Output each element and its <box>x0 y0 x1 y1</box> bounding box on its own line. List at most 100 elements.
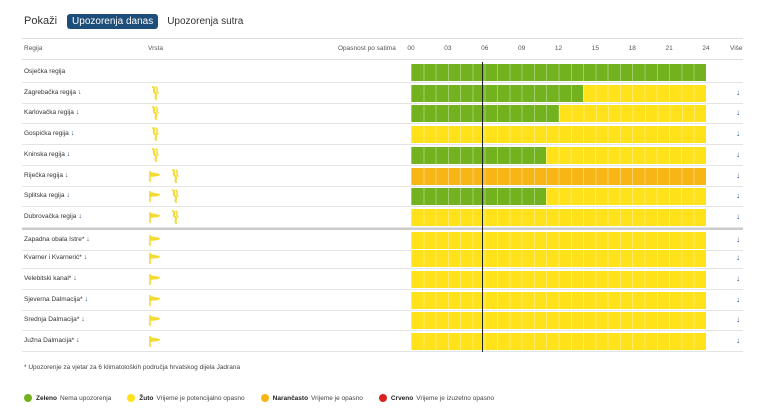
legend-item-orange: Narančasto Vrijeme je opasno <box>260 394 363 402</box>
warning-type-icons <box>148 313 162 327</box>
region-name[interactable]: Dubrovačka regija <box>24 213 82 220</box>
toolbar: Pokaži Upozorenja danas Upozorenja sutra <box>24 12 252 30</box>
expand-arrow-icon[interactable]: ↓ <box>736 234 740 244</box>
expand-arrow-icon[interactable]: ↓ <box>736 211 740 221</box>
header-type: Vrsta <box>148 45 163 52</box>
warning-type-icons <box>148 293 162 307</box>
wind-icon <box>148 169 162 183</box>
table-row: Osječka regija <box>22 62 743 83</box>
show-label: Pokaži <box>24 15 58 27</box>
orange-dot-icon <box>260 394 269 402</box>
table-header: Regija Vrsta Opasnost po satima 00 03 06… <box>22 38 743 60</box>
expand-arrow-icon[interactable]: ↓ <box>736 87 740 97</box>
region-name[interactable]: Splitska regija <box>24 192 70 199</box>
danger-segment-yellow <box>411 126 706 144</box>
hour-label: 06 <box>481 45 489 52</box>
expand-arrow-icon[interactable]: ↓ <box>736 274 740 283</box>
warning-type-icons <box>148 85 162 100</box>
danger-segment-yellow <box>411 333 706 351</box>
warning-type-icons <box>148 189 182 204</box>
legend-item-yellow: Žuto Vrijeme je potencijalno opasno <box>127 394 245 402</box>
hour-label: 15 <box>591 45 599 52</box>
table-row: Riječka regija ↓ <box>22 166 743 187</box>
header-region: Regija <box>24 45 43 52</box>
danger-segment-yellow <box>558 105 706 123</box>
red-dot-icon <box>378 394 387 402</box>
hourly-danger-bar <box>411 146 706 164</box>
region-name[interactable]: Riječka regija <box>24 172 68 179</box>
wind-icon <box>148 210 162 224</box>
expand-arrow-icon[interactable]: ↓ <box>736 336 740 346</box>
hourly-danger-bar <box>411 126 706 144</box>
expand-arrow-icon[interactable]: ↓ <box>736 149 740 159</box>
region-name[interactable]: Gospićka regija <box>24 130 74 137</box>
tab-today[interactable]: Upozorenja danas <box>67 13 159 29</box>
warning-type-icons <box>148 334 162 348</box>
region-name[interactable]: Zagrebačka regija <box>24 89 81 96</box>
header-danger-by-hour: Opasnost po satima <box>338 45 396 52</box>
hourly-danger-bar <box>411 64 706 81</box>
hourly-danger-bar <box>411 271 706 288</box>
danger-segment-yellow <box>411 208 706 226</box>
heat-icon <box>148 85 162 100</box>
table-row: Zagrebačka regija ↓ <box>22 83 743 104</box>
hourly-danger-bar <box>411 188 706 206</box>
legend-text: Vrijeme je potencijalno opasno <box>156 394 245 402</box>
footnote: * Upozorenje za vjetar za 6 klimatološki… <box>24 364 241 371</box>
table-row: Splitska regija ↓ <box>22 186 743 208</box>
danger-segment-yellow <box>546 188 706 206</box>
region-name[interactable]: Srednja Dalmacija* <box>24 316 85 323</box>
region-name[interactable]: Kvarner i Kvarnerić* <box>24 254 87 261</box>
danger-segment-yellow <box>411 250 706 268</box>
hour-label: 24 <box>702 45 710 52</box>
region-name[interactable]: Velebitski kanal* <box>24 275 77 282</box>
expand-arrow-icon[interactable]: ↓ <box>736 315 740 325</box>
danger-segment-yellow <box>411 271 706 288</box>
expand-arrow-icon[interactable]: ↓ <box>736 108 740 118</box>
region-name[interactable]: Zapadna obala Istre* <box>24 236 90 243</box>
warning-type-icons <box>148 168 182 183</box>
legend-item-red: Crveno Vrijeme je izuzetno opasno <box>378 394 494 402</box>
table-row: Južna Dalmacija* ↓ <box>22 331 743 353</box>
table-row: Gospićka regija ↓ <box>22 124 743 146</box>
danger-segment-green <box>411 188 547 206</box>
wind-icon <box>148 272 162 286</box>
region-name[interactable]: Sjeverna Dalmacija* <box>24 296 88 303</box>
expand-arrow-icon[interactable]: ↓ <box>736 129 740 139</box>
region-name[interactable]: Karlovačka regija <box>24 109 79 116</box>
hourly-danger-bar <box>411 105 706 123</box>
warning-type-icons <box>148 106 162 121</box>
wind-icon <box>148 334 162 348</box>
table-row: Zapadna obala Istre* ↓ <box>22 227 743 251</box>
expand-arrow-icon[interactable]: ↓ <box>736 170 740 180</box>
danger-segment-green <box>411 146 547 164</box>
table-row: Sjeverna Dalmacija* ↓ <box>22 290 743 311</box>
region-name[interactable]: Kninska regija <box>24 151 70 158</box>
wind-icon <box>148 233 162 247</box>
hourly-danger-bar <box>411 250 706 268</box>
hourly-danger-bar <box>411 333 706 351</box>
danger-segment-yellow <box>411 312 706 330</box>
hour-label: 00 <box>407 45 415 52</box>
expand-arrow-icon[interactable]: ↓ <box>736 253 740 263</box>
expand-arrow-icon[interactable]: ↓ <box>736 191 740 201</box>
wind-icon <box>148 189 162 203</box>
legend-text: Vrijeme je opasno <box>311 394 363 402</box>
region-name[interactable]: Južna Dalmacija* <box>24 337 80 344</box>
table-row: Srednja Dalmacija* ↓ <box>22 310 743 332</box>
tab-tomorrow[interactable]: Upozorenja sutra <box>167 15 244 27</box>
hourly-danger-bar <box>411 167 706 185</box>
legend-title: Narančasto <box>272 394 309 402</box>
hour-label: 18 <box>628 45 636 52</box>
hour-label: 21 <box>665 45 673 52</box>
hour-label: 03 <box>444 45 452 52</box>
heat-icon <box>168 189 182 204</box>
hourly-danger-bar <box>411 231 706 249</box>
heat-icon <box>148 127 162 142</box>
danger-segment-yellow <box>411 231 706 249</box>
header-more: Više <box>730 45 743 52</box>
expand-arrow-icon[interactable]: ↓ <box>736 294 740 304</box>
hourly-danger-bar <box>411 208 706 226</box>
warning-type-icons <box>148 147 162 162</box>
wind-icon <box>148 293 162 307</box>
